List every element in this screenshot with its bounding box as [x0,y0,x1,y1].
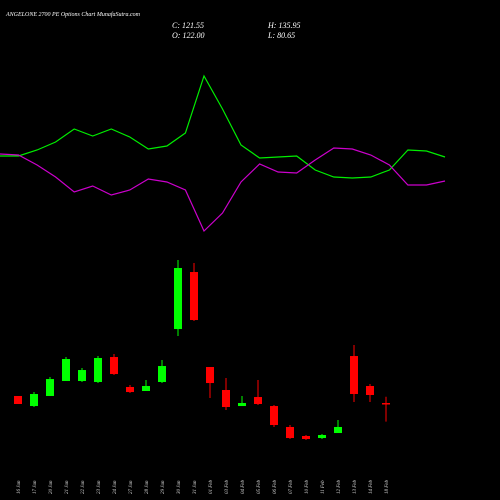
candle-body [222,390,230,408]
x-tick-label: 03 Feb [225,479,230,494]
candle-body [142,386,150,391]
indicator-line [0,147,446,233]
x-tick-label: 05 Feb [257,479,262,494]
candle-body [366,386,374,395]
candle-body [302,435,310,440]
candle-body [254,397,262,404]
x-tick-label: 21 Jan [65,480,70,494]
close-label: C: 121.55 [172,21,204,30]
x-tick-label: 04 Feb [241,479,246,494]
x-tick-label: 22 Jan [81,480,86,494]
x-tick-label: 07 Feb [289,479,294,494]
high-label: H: 135.95 [267,21,300,30]
candle-body [270,406,278,426]
x-tick-label: 14 Feb [369,479,374,494]
x-tick-label: 16 Jan [17,480,22,494]
x-tick-label: 10 Feb [305,479,310,494]
x-tick-label: 01 Feb [209,479,214,494]
x-tick-label: 28 Jan [145,480,150,494]
candle-body [238,403,246,407]
candle-body [382,403,390,405]
x-tick-label: 12 Feb [337,479,342,494]
x-tick-label: 29 Jan [161,480,166,494]
candle-body [334,426,342,434]
x-tick-label: 18 Feb [385,479,390,494]
x-tick-label: 30 Jan [177,480,182,494]
x-tick-label: 31 Jan [193,480,198,494]
candle-body [126,386,134,393]
candle-body [78,370,86,382]
x-tick-label: 13 Feb [353,479,358,494]
x-tick-label: 17 Jan [33,480,38,494]
x-tick-label: 27 Jan [129,480,134,494]
x-tick-label: 06 Feb [273,479,278,494]
x-tick-label: 20 Jan [49,480,54,494]
candle-body [350,356,358,395]
x-tick-label: 11 Feb [321,480,326,494]
candle-body [286,426,294,439]
candle-body [158,366,166,382]
open-label: O: 122.00 [172,31,204,40]
candle-body [206,367,214,384]
candle-body [318,435,326,439]
candle-body [62,359,70,382]
candle-body [30,394,38,407]
candle-body [94,358,102,382]
candle-body [14,395,22,404]
candle-body [110,357,118,375]
candle-body [174,268,182,330]
indicator-line [0,74,446,179]
x-tick-label: 24 Jan [113,480,118,494]
candle-body [46,379,54,396]
low-label: L: 80.65 [267,31,295,40]
x-tick-label: 23 Jan [97,480,102,494]
candle-body [190,272,198,321]
chart-title: ANGELONE 2700 PE Options Chart MunafaSut… [5,11,141,18]
